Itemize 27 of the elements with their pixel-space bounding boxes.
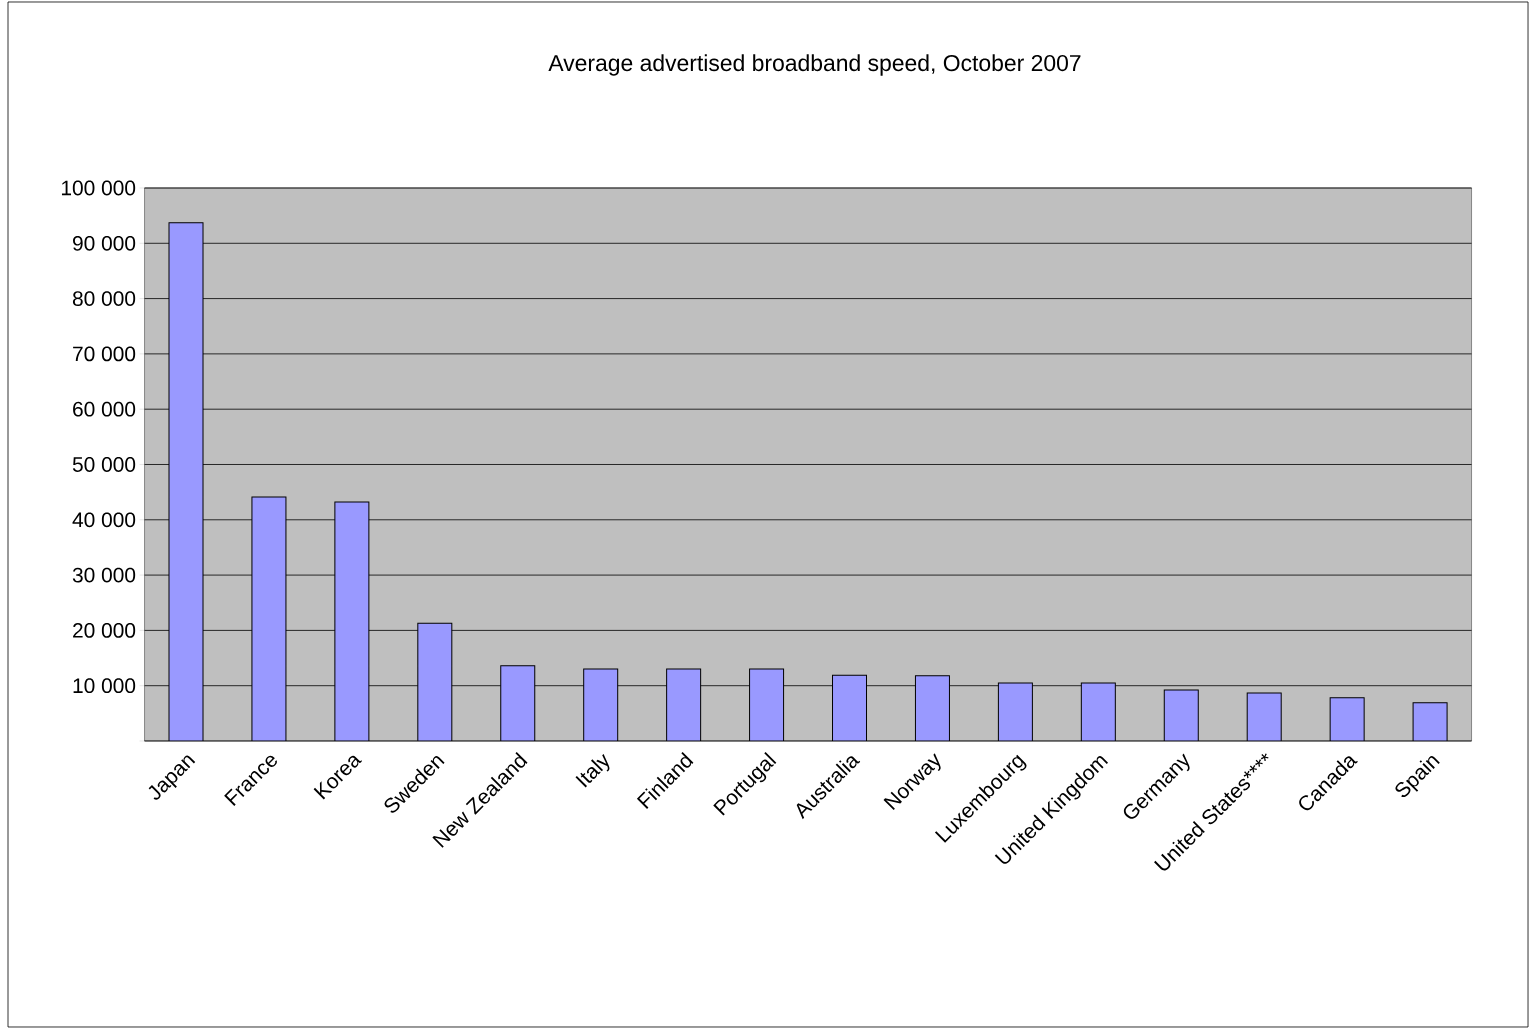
bar	[749, 668, 785, 741]
y-tick-label: 60 000	[73, 401, 136, 417]
y-tick-label: 90 000	[73, 235, 136, 251]
x-tick-label: Italy	[575, 753, 610, 788]
bar	[666, 668, 702, 741]
y-tick-label: 80 000	[72, 291, 136, 306]
bar	[417, 622, 453, 741]
bar	[832, 674, 868, 741]
y-tick-label: 50 000	[72, 457, 136, 472]
y-tick-label: 100 000	[61, 180, 136, 196]
bar	[500, 665, 536, 741]
bar	[1080, 682, 1116, 741]
y-tick-label: 10 000	[73, 678, 136, 694]
bar	[1246, 692, 1282, 741]
chart-title: Average advertised broadband speed, October 2007	[548, 54, 1081, 76]
bar	[583, 668, 619, 741]
y-tick-label: 40 000	[72, 512, 136, 528]
y-tick-label: 20 000	[73, 622, 136, 638]
bar	[914, 675, 950, 741]
bar	[1163, 689, 1199, 741]
bar	[251, 496, 287, 741]
bar	[334, 501, 370, 741]
bar	[1412, 702, 1448, 741]
y-tick-label: 70 000	[73, 346, 136, 362]
bar	[168, 222, 204, 741]
y-tick-label: 30 000	[72, 567, 136, 583]
bar	[997, 682, 1033, 741]
